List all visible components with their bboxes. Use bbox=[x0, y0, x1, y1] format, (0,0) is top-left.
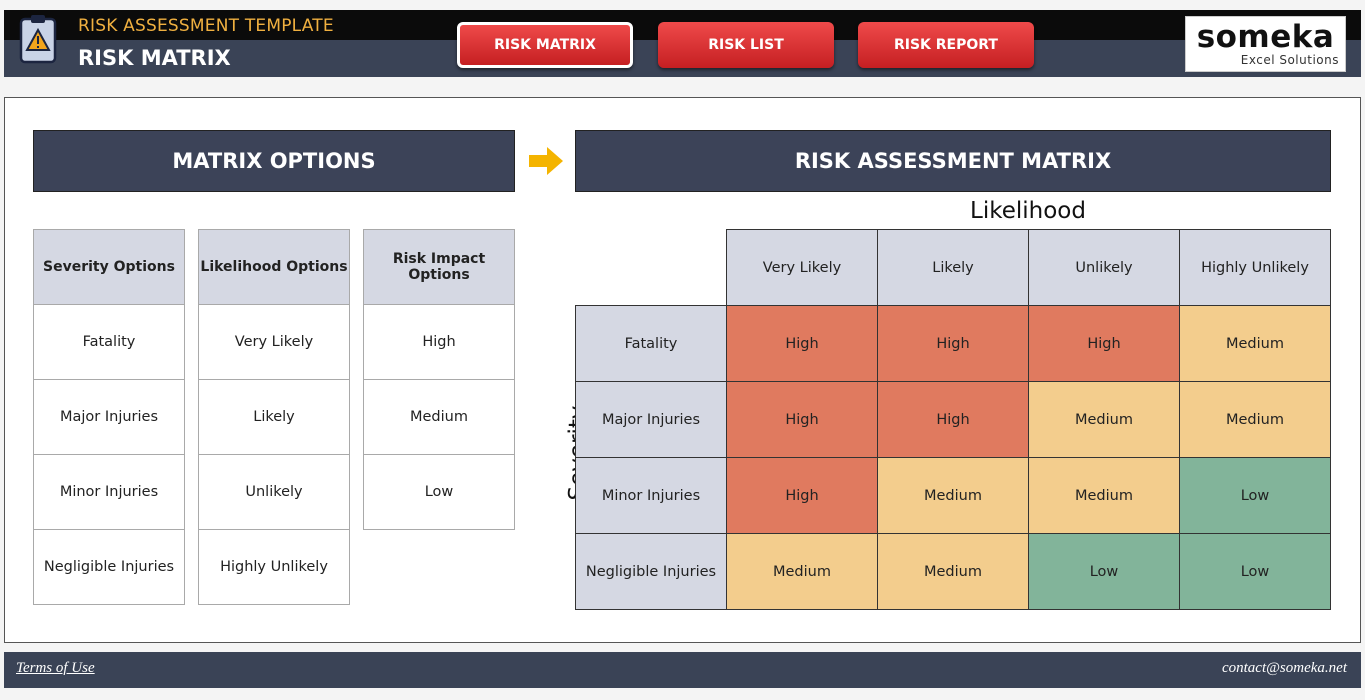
matrix-cell-medium[interactable]: Medium bbox=[877, 533, 1029, 610]
logo-subtitle: Excel Solutions bbox=[1240, 53, 1339, 67]
severity-option[interactable]: Minor Injuries bbox=[33, 454, 185, 530]
matrix-cell-medium[interactable]: Medium bbox=[1179, 305, 1331, 382]
likelihood-options-table: Likelihood Options Very Likely Likely Un… bbox=[198, 229, 350, 605]
severity-option[interactable]: Major Injuries bbox=[33, 379, 185, 455]
matrix-column-header[interactable]: Unlikely bbox=[1028, 229, 1180, 306]
impact-options-header: Risk Impact Options bbox=[363, 229, 515, 305]
matrix-cell-low[interactable]: Low bbox=[1028, 533, 1180, 610]
matrix-cell-high[interactable]: High bbox=[726, 381, 878, 458]
impact-option[interactable]: Medium bbox=[363, 379, 515, 455]
matrix-column-header[interactable]: Very Likely bbox=[726, 229, 878, 306]
severity-options-table: Severity Options Fatality Major Injuries… bbox=[33, 229, 185, 605]
matrix-cell-medium[interactable]: Medium bbox=[1179, 381, 1331, 458]
severity-option[interactable]: Negligible Injuries bbox=[33, 529, 185, 605]
matrix-cell-medium[interactable]: Medium bbox=[877, 457, 1029, 534]
someka-logo[interactable]: someka Excel Solutions bbox=[1185, 16, 1346, 72]
likelihood-option[interactable]: Highly Unlikely bbox=[198, 529, 350, 605]
matrix-row-header[interactable]: Major Injuries bbox=[575, 381, 727, 458]
impact-options-table: Risk Impact Options High Medium Low bbox=[363, 229, 515, 530]
footer-bar bbox=[4, 652, 1361, 688]
matrix-cell-medium[interactable]: Medium bbox=[726, 533, 878, 610]
likelihood-option[interactable]: Very Likely bbox=[198, 304, 350, 380]
risk-matrix-button[interactable]: RISK MATRIX bbox=[457, 22, 633, 68]
risk-matrix-grid: Very Likely Likely Unlikely Highly Unlikely… bbox=[575, 229, 1332, 610]
likelihood-option[interactable]: Unlikely bbox=[198, 454, 350, 530]
matrix-column-header[interactable]: Likely bbox=[877, 229, 1029, 306]
arrow-right-icon bbox=[529, 147, 563, 175]
severity-options-header: Severity Options bbox=[33, 229, 185, 305]
matrix-options-title: MATRIX OPTIONS bbox=[33, 130, 515, 192]
risk-matrix-title: RISK ASSESSMENT MATRIX bbox=[575, 130, 1331, 192]
logo-word: someka bbox=[1196, 19, 1335, 55]
matrix-cell-low[interactable]: Low bbox=[1179, 457, 1331, 534]
matrix-row-header[interactable]: Negligible Injuries bbox=[575, 533, 727, 610]
impact-option[interactable]: High bbox=[363, 304, 515, 380]
likelihood-option[interactable]: Likely bbox=[198, 379, 350, 455]
matrix-cell-medium[interactable]: Medium bbox=[1028, 381, 1180, 458]
matrix-column-header[interactable]: Highly Unlikely bbox=[1179, 229, 1331, 306]
matrix-cell-high[interactable]: High bbox=[726, 305, 878, 382]
page-title: RISK MATRIX bbox=[78, 46, 231, 70]
matrix-row-header[interactable]: Fatality bbox=[575, 305, 727, 382]
matrix-cell-high[interactable]: High bbox=[726, 457, 878, 534]
app-title: RISK ASSESSMENT TEMPLATE bbox=[78, 16, 334, 36]
matrix-cell-high[interactable]: High bbox=[877, 305, 1029, 382]
matrix-cell-low[interactable]: Low bbox=[1179, 533, 1331, 610]
clipboard-warning-icon bbox=[19, 15, 57, 64]
matrix-cell-medium[interactable]: Medium bbox=[1028, 457, 1180, 534]
matrix-cell-high[interactable]: High bbox=[1028, 305, 1180, 382]
matrix-cell-high[interactable]: High bbox=[877, 381, 1029, 458]
severity-option[interactable]: Fatality bbox=[33, 304, 185, 380]
impact-option[interactable]: Low bbox=[363, 454, 515, 530]
risk-list-button[interactable]: RISK LIST bbox=[658, 22, 834, 68]
contact-email[interactable]: contact@someka.net bbox=[1221, 660, 1347, 676]
likelihood-axis-label: Likelihood bbox=[970, 198, 1086, 224]
risk-report-button[interactable]: RISK REPORT bbox=[858, 22, 1034, 68]
matrix-row-header[interactable]: Minor Injuries bbox=[575, 457, 727, 534]
likelihood-options-header: Likelihood Options bbox=[198, 229, 350, 305]
terms-of-use-link[interactable]: Terms of Use bbox=[16, 660, 95, 676]
